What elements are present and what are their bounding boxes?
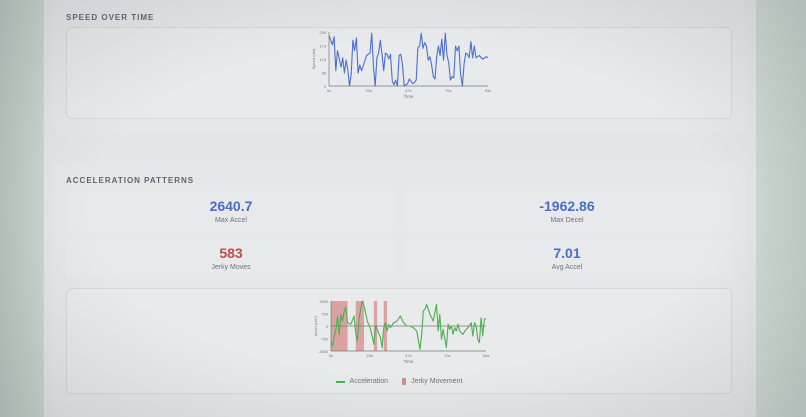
stat-value: -1962.86 [539,198,595,214]
svg-text:23s: 23s [367,353,373,358]
svg-text:230: 230 [319,30,326,35]
stat-max-decel: -1962.86 Max Decel [402,191,732,231]
line-swatch-icon [335,380,345,383]
stat-avg-accel: 7.01 Avg Accel [402,238,732,278]
legend-acceleration[interactable]: Acceleration [335,378,389,385]
svg-text:Time: Time [404,359,414,364]
speed-section: SPEED OVER TIME 0 58 115 173 230 0s 23s 47s 70s 9… [52,0,746,133]
svg-text:47s: 47s [405,88,411,93]
acceleration-chart-card: 1500 750 0 -750 -1500 0s 23s 47s 70s 94s Time Accel… [66,288,732,394]
data-line [330,300,487,350]
svg-text:115: 115 [320,57,327,62]
box-swatch-icon [402,378,407,385]
svg-text:23s: 23s [366,88,372,93]
svg-text:173: 173 [319,43,326,48]
svg-text:Speed (u/s): Speed (u/s) [311,48,316,69]
svg-text:70s: 70s [444,353,450,358]
svg-text:70s: 70s [445,88,451,93]
svg-text:47s: 47s [405,353,411,358]
speed-section-title: SPEED OVER TIME [66,13,155,22]
legend-label: Jerky Movement [411,378,463,385]
stat-value: 583 [219,245,243,261]
chart-legend: Acceleration Jerky Movement [67,378,731,385]
svg-text:93s: 93s [485,88,491,93]
speed-line-chart[interactable]: 0 58 115 173 230 0s 23s 47s 70s 93s Time Speed (u/s… [67,28,733,120]
data-line [328,32,489,87]
svg-text:0: 0 [326,324,329,329]
dashboard-page: SPEED OVER TIME 0 58 115 173 230 0s 23s 47s 70s 9… [44,0,756,417]
svg-text:0s: 0s [327,88,331,93]
svg-text:58: 58 [322,70,327,75]
acceleration-section-title: ACCELERATION PATTERNS [66,176,195,185]
stat-label: Max Decel [550,217,584,224]
stat-max-accel: 2640.7 Max Accel [66,191,396,231]
svg-text:0s: 0s [329,353,333,358]
stat-label: Jerky Moves [211,264,251,271]
svg-text:1500: 1500 [319,299,329,304]
stat-value: 2640.7 [209,198,253,214]
svg-text:Accel (u/s²): Accel (u/s²) [313,315,318,336]
svg-text:Time: Time [404,94,414,99]
stat-value: 7.01 [553,245,581,261]
stat-label: Max Accel [215,217,247,224]
legend-jerky-movement[interactable]: Jerky Movement [402,378,462,385]
svg-text:-1500: -1500 [318,349,329,354]
svg-text:0: 0 [324,84,327,89]
stat-jerky-moves: 583 Jerky Moves [66,238,396,278]
svg-text:750: 750 [321,312,328,317]
speed-chart-card: 0 58 115 173 230 0s 23s 47s 70s 93s Time Speed (u/s… [66,27,732,119]
stat-label: Avg Accel [551,264,583,271]
svg-text:-750: -750 [320,337,329,342]
svg-text:94s: 94s [483,353,489,358]
legend-label: Acceleration [349,378,389,385]
acceleration-section: ACCELERATION PATTERNS 2640.7 Max Accel -… [52,162,746,417]
